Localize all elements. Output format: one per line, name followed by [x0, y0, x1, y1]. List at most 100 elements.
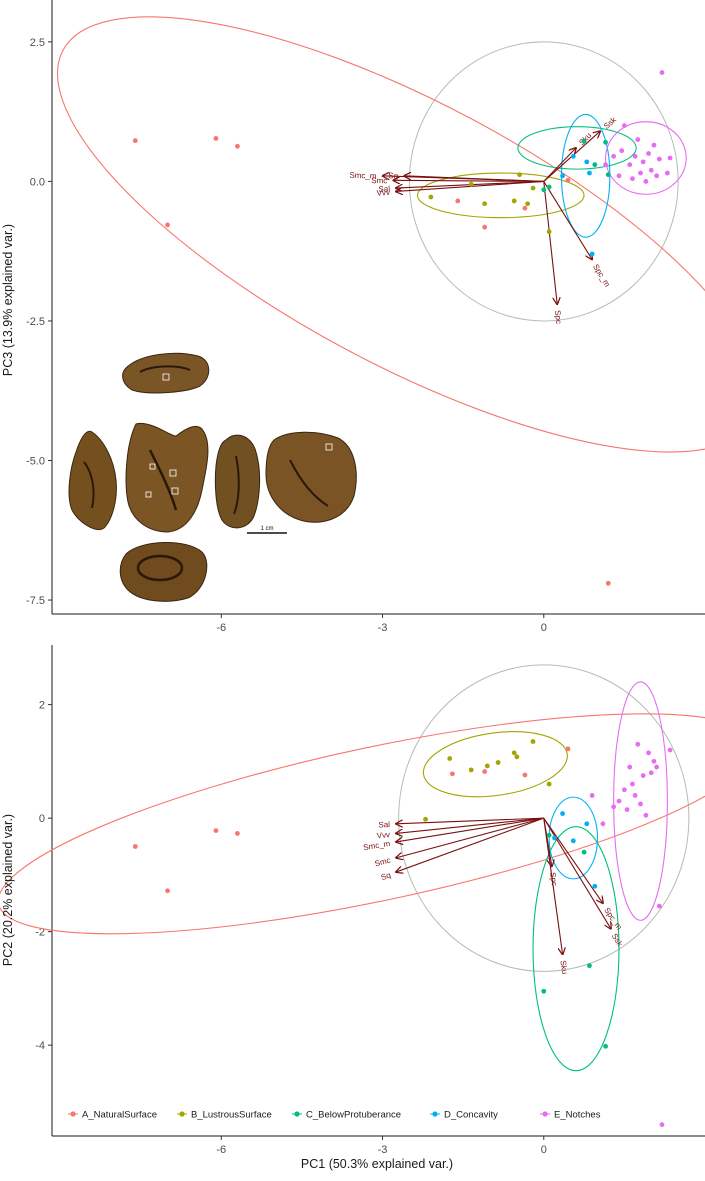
ellipse-A_NaturalSurface [57, 16, 705, 453]
y-tick-label: 0 [39, 813, 45, 825]
point-A_NaturalSurface [565, 746, 571, 752]
point-B_LustrousSurface [530, 185, 536, 191]
loading-label: Smc [371, 176, 387, 185]
point-B_LustrousSurface [468, 767, 474, 773]
x-tick-label: -6 [216, 1144, 226, 1156]
ellipse-D_Concavity [548, 796, 599, 880]
point-E_Notches [643, 179, 649, 184]
point-E_Notches [654, 764, 660, 770]
point-E_Notches [627, 162, 633, 168]
point-D_Concavity [584, 821, 590, 827]
legend-label: C_BelowProtuberance [306, 1110, 401, 1121]
legend-item-B_LustrousSurface: B_LustrousSurface [177, 1110, 272, 1121]
loading-arrow-Spc_m [543, 817, 603, 903]
correlation-circle [398, 664, 690, 972]
loading-label: Smc_m [363, 839, 392, 852]
loading-arrow-Smc_m [396, 817, 544, 842]
point-B_LustrousSurface [514, 754, 520, 760]
point-A_NaturalSurface [565, 177, 571, 183]
point-E_Notches [630, 781, 635, 787]
point-E_Notches [638, 170, 643, 176]
point-B_LustrousSurface [468, 181, 474, 187]
point-E_Notches [616, 173, 622, 179]
point-E_Notches [635, 137, 641, 142]
loading-arrow-Sku [543, 818, 563, 954]
point-C_BelowProtuberance [546, 832, 552, 838]
point-A_NaturalSurface [132, 138, 138, 144]
legend-item-E_Notches: E_Notches [540, 1110, 601, 1121]
point-C_BelowProtuberance [605, 172, 611, 178]
point-A_NaturalSurface [235, 831, 240, 836]
point-B_LustrousSurface [428, 194, 434, 200]
point-E_Notches [664, 170, 670, 176]
loading-label: Vvv [376, 188, 390, 198]
ellipse-C_BelowProtuberance [532, 826, 620, 1072]
ellipse-A_NaturalSurface [0, 713, 705, 935]
artifact-view-front [125, 422, 209, 533]
point-A_NaturalSurface [165, 222, 170, 228]
point-B_LustrousSurface [511, 750, 517, 756]
point-D_Concavity [570, 838, 576, 844]
loading-label: Spc [553, 310, 563, 325]
point-E_Notches [640, 159, 646, 165]
point-D_Concavity [587, 170, 592, 176]
point-A_NaturalSurface [455, 198, 461, 204]
point-B_LustrousSurface [484, 763, 490, 769]
point-D_Concavity [570, 153, 576, 159]
point-B_LustrousSurface [517, 172, 522, 178]
ellipse-C_BelowProtuberance [517, 126, 637, 170]
loading-label: Spc_m [591, 263, 612, 289]
loading-label: Sal [378, 184, 390, 194]
point-E_Notches [643, 812, 649, 818]
artifact-view-right [214, 434, 261, 529]
y-tick-label: -4 [35, 1040, 45, 1052]
point-E_Notches [589, 793, 595, 798]
loading-label: Sku [558, 960, 569, 975]
point-C_BelowProtuberance [581, 849, 587, 855]
point-E_Notches [656, 903, 662, 909]
point-E_Notches [656, 156, 662, 162]
artifact-view-top [122, 352, 210, 394]
loading-arrow-Sal [396, 817, 544, 824]
point-B_LustrousSurface [495, 760, 501, 765]
y-tick-label: 2.5 [30, 37, 45, 49]
point-A_NaturalSurface [482, 769, 488, 774]
x-tick-label: 0 [541, 622, 547, 634]
legend-label: D_Concavity [444, 1110, 498, 1121]
point-A_NaturalSurface [213, 828, 219, 834]
point-E_Notches [659, 70, 665, 75]
point-E_Notches [651, 142, 657, 148]
ellipse-E_Notches [613, 681, 668, 921]
point-E_Notches [619, 148, 625, 154]
point-C_BelowProtuberance [603, 139, 608, 145]
correlation-circle [408, 41, 679, 322]
point-E_Notches [635, 741, 641, 747]
legend: A_NaturalSurface B_LustrousSurface C_Below… [68, 1110, 601, 1121]
point-A_NaturalSurface [605, 580, 611, 586]
point-E_Notches [651, 758, 657, 764]
point-B_LustrousSurface [447, 756, 453, 761]
y-tick-label: -2.5 [26, 316, 45, 328]
artifact-view-bottom [119, 542, 208, 602]
x-tick-label: -6 [216, 622, 226, 634]
loading-arrow-Vvv [396, 817, 544, 833]
loading-label: Ssk [602, 115, 619, 131]
point-E_Notches [648, 167, 654, 173]
x-axis-title: PC1 (50.3% explained var.) [301, 1157, 453, 1171]
point-E_Notches [624, 807, 630, 813]
loading-arrow-Spc_m [543, 181, 592, 259]
y-tick-label: -2 [35, 927, 45, 939]
point-E_Notches [632, 153, 638, 159]
point-E_Notches [640, 773, 646, 778]
legend-label: E_Notches [554, 1110, 601, 1121]
point-A_NaturalSurface [235, 143, 240, 149]
y-tick-label: -7.5 [26, 595, 45, 607]
point-D_Concavity [592, 883, 598, 889]
point-E_Notches [667, 747, 673, 753]
point-D_Concavity [584, 159, 590, 165]
point-C_BelowProtuberance [587, 963, 592, 969]
ellipse-E_Notches [605, 121, 687, 195]
loading-arrow-Spc [543, 181, 557, 304]
